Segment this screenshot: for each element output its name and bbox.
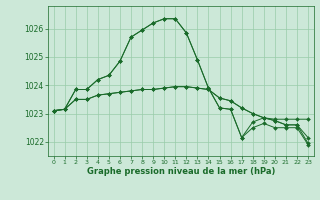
X-axis label: Graphe pression niveau de la mer (hPa): Graphe pression niveau de la mer (hPa) bbox=[87, 167, 275, 176]
